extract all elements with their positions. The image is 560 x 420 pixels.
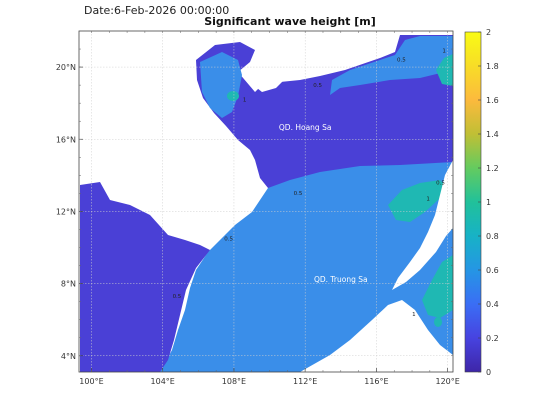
lat-tick-label: 4°N [61,352,76,361]
wave-zone-high-east [422,255,453,318]
contour-label: 0.5 [294,191,303,197]
lat-tick-label: 20°N [56,63,76,72]
grid-lines [79,31,453,372]
wave-zone-high-northeast [436,54,453,86]
contour-label: 0.5 [313,83,322,89]
colorbar-tick-label: 0.4 [486,300,499,309]
region-label: QD. Truong Sa [314,275,368,284]
philippines-landmass [392,160,453,290]
lat-tick-label: 16°N [56,135,76,144]
lon-tick-label: 104°E [151,377,175,386]
colorbar-tick-label: 0.8 [486,232,499,241]
lon-tick-label: 116°E [364,377,388,386]
colorbar-ticks: 0 0.2 0.4 0.6 0.8 1 1.2 1.4 1.6 1.8 2 [478,28,499,377]
colorbar-tick-label: 1 [486,198,491,207]
colorbar-tick-label: 0.6 [486,266,499,275]
hainan-island [252,55,290,92]
colorbar-tick-label: 1.8 [486,62,499,71]
contour-label: 1 [426,197,430,203]
wave-zone-mid-tonkin-west [200,52,242,118]
axis-ticks: 100°E 104°E 108°E 112°E 116°E 120°E 4°N 8°N 12°N… [56,30,460,386]
contour-label: 0.5 [397,58,406,64]
lat-tick-label: 12°N [56,207,76,216]
contour-label: 0.5 [224,236,233,242]
region-labels: QD. Hoang Sa QD. Truong Sa [279,123,368,284]
colorbar-tick-label: 0.2 [486,334,499,343]
colorbar-tick-label: 1.4 [486,130,499,139]
contour-label: 1 [442,49,446,55]
lat-tick-label: 8°N [61,280,76,289]
contour-label: 1 [412,312,416,318]
lon-tick-label: 100°E [79,377,103,386]
contour-labels: 0.5 0.5 0.5 0.5 0.5 0.5 1 1 1 1 [173,49,446,318]
date-label: Date:6-Feb-2026 00:00:00 [84,4,230,17]
chart-title: Significant wave height [m] [204,15,376,28]
colorbar: 0 0.2 0.4 0.6 0.8 1 1.2 1.4 1.6 1.8 2 [464,28,499,377]
wave-zone-mid-east [330,36,453,95]
region-label: QD. Hoang Sa [279,123,332,132]
wave-zone-high-small-south [434,317,442,327]
colorbar-tick-label: 0 [486,368,491,377]
contour-label: 0.5 [173,294,182,300]
borneo-landmass [300,300,453,372]
contour-label: 1 [243,97,247,103]
lon-tick-label: 112°E [293,377,317,386]
lon-tick-label: 120°E [435,377,459,386]
contour-label: 0.5 [436,180,445,186]
colorbar-tick-label: 1.2 [486,164,499,173]
colorbar-tick-label: 1.6 [486,96,499,105]
colorbar-tick-label: 2 [486,28,491,37]
axes-frame [78,30,454,373]
lon-tick-label: 108°E [222,377,246,386]
wave-zone-low-thailand [80,182,210,372]
wave-zone-high-small-tonkin [227,91,239,101]
